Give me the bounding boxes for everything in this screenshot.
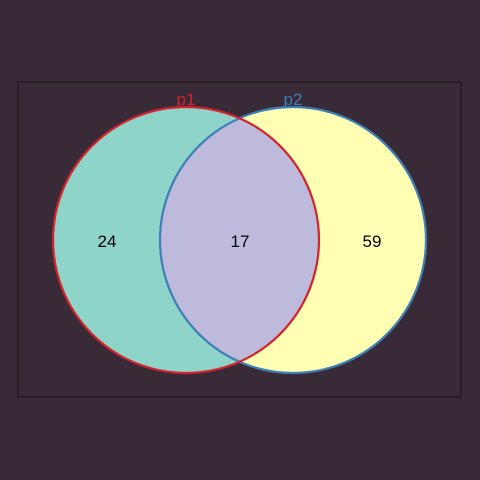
p1-only-count: 24 bbox=[98, 232, 117, 251]
overlap-region bbox=[160, 107, 319, 373]
plot-frame bbox=[17, 81, 462, 398]
p2-only-count: 59 bbox=[363, 232, 382, 251]
set-p2-label: p2 bbox=[284, 90, 303, 109]
intersection-count: 17 bbox=[231, 232, 250, 251]
set-p1-label: p1 bbox=[177, 90, 196, 109]
set-p1-outline bbox=[51, 105, 321, 375]
set-p2-outline bbox=[158, 105, 428, 375]
